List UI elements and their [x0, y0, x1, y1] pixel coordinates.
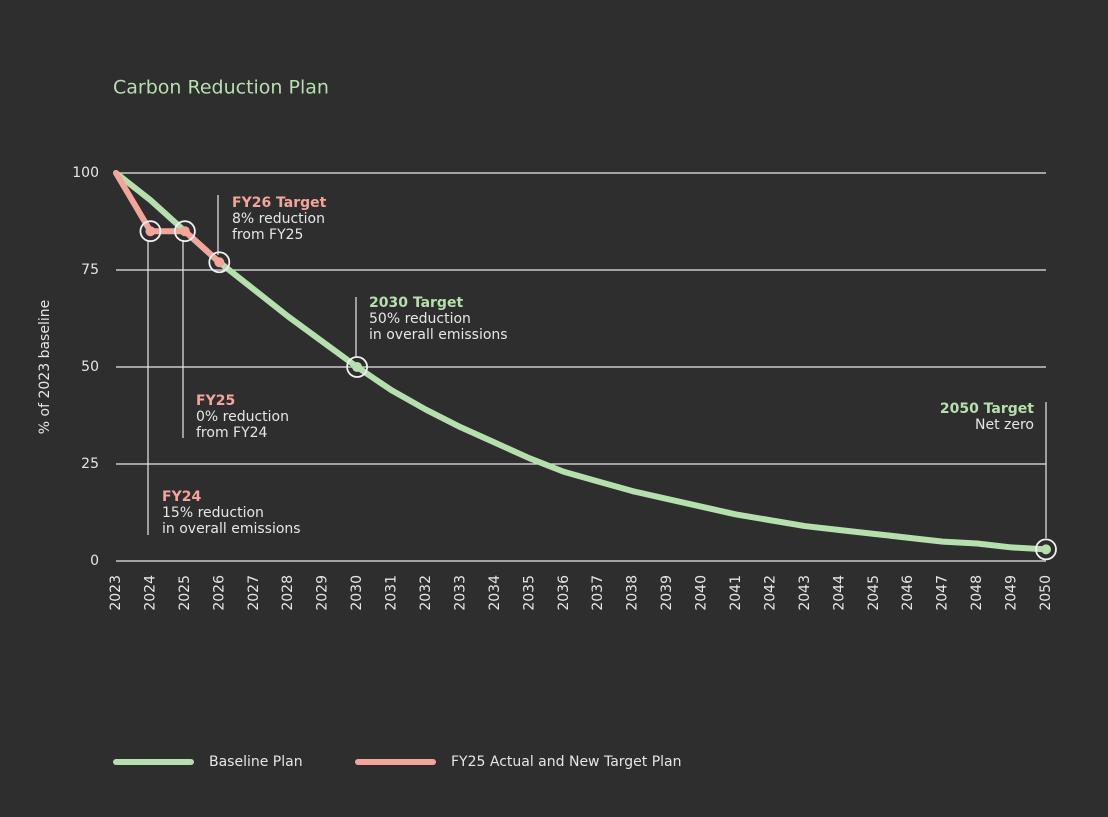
annotation-ring [346, 356, 369, 378]
x-tick-label: 2047 [935, 575, 951, 611]
y-tick-label: 25 [81, 456, 99, 472]
annotation-ring [1035, 538, 1057, 561]
y-tick-label: 0 [90, 553, 99, 569]
x-tick-label: 2039 [659, 575, 675, 611]
annotation-dot [352, 362, 363, 372]
x-tick-label: 2031 [384, 575, 400, 611]
annotation-text: 8% reduction [232, 211, 325, 227]
series-line [113, 170, 1049, 553]
legend-label: FY25 Actual and New Target Plan [451, 754, 682, 770]
x-tick-label: 2030 [349, 575, 365, 611]
annotation-ring [173, 220, 196, 243]
x-tick-label: 2024 [142, 575, 158, 611]
x-tick-label: 2042 [762, 575, 778, 611]
x-tick-label: 2038 [625, 575, 641, 611]
annotation-text: from FY25 [232, 227, 303, 243]
annotation-title: FY26 Target [232, 195, 327, 211]
x-tick-label: 2046 [900, 575, 916, 611]
legend-label: Baseline Plan [209, 754, 303, 770]
x-tick-label: 2027 [246, 575, 262, 611]
annotation-dot [179, 226, 190, 237]
y-tick-label: 50 [81, 359, 99, 375]
annotation-ring [208, 251, 231, 274]
x-tick-label: 2045 [866, 575, 882, 611]
x-tick-label: 2023 [108, 575, 124, 611]
annotation-title: 2030 Target [369, 295, 463, 311]
x-tick-label: 2048 [969, 575, 985, 611]
x-tick-label: 2032 [418, 575, 434, 611]
x-tick-label: 2035 [521, 575, 537, 611]
annotation-text: 50% reduction [369, 311, 471, 327]
chart-title: Carbon Reduction Plan [113, 77, 329, 99]
annotation-text: 15% reduction [162, 505, 264, 521]
x-tick-label: 2040 [694, 575, 710, 611]
x-tick-label: 2043 [797, 575, 813, 611]
x-tick-label: 2050 [1038, 575, 1054, 611]
annotation-ring [139, 220, 162, 243]
annotation-text: 0% reduction [196, 409, 289, 425]
y-tick-label: 100 [72, 165, 99, 181]
x-tick-label: 2025 [177, 575, 193, 611]
annotation-text: in overall emissions [162, 521, 301, 537]
annotation-title: FY25 [196, 393, 235, 409]
annotation-title: 2050 Target [940, 401, 1034, 417]
annotation-text: Net zero [975, 417, 1034, 433]
x-tick-label: 2029 [315, 575, 331, 611]
x-tick-label: 2033 [452, 575, 468, 611]
x-tick-label: 2034 [487, 575, 503, 611]
annotation-dot [1041, 544, 1051, 555]
y-tick-label: 75 [81, 262, 99, 278]
annotation-title: FY24 [162, 489, 201, 505]
annotation-text: from FY24 [196, 425, 268, 441]
x-tick-label: 2037 [590, 575, 606, 611]
x-tick-label: 2049 [1004, 575, 1020, 611]
x-tick-label: 2036 [556, 575, 572, 611]
annotation-dot [145, 226, 156, 237]
x-tick-label: 2041 [728, 575, 744, 611]
x-tick-label: 2044 [831, 575, 847, 611]
annotation-dot [214, 257, 225, 268]
y-axis-label: % of 2023 baseline [37, 300, 53, 434]
x-tick-label: 2026 [211, 575, 227, 611]
annotation-text: in overall emissions [369, 327, 508, 343]
series-line [113, 170, 223, 266]
x-tick-label: 2028 [280, 575, 296, 611]
